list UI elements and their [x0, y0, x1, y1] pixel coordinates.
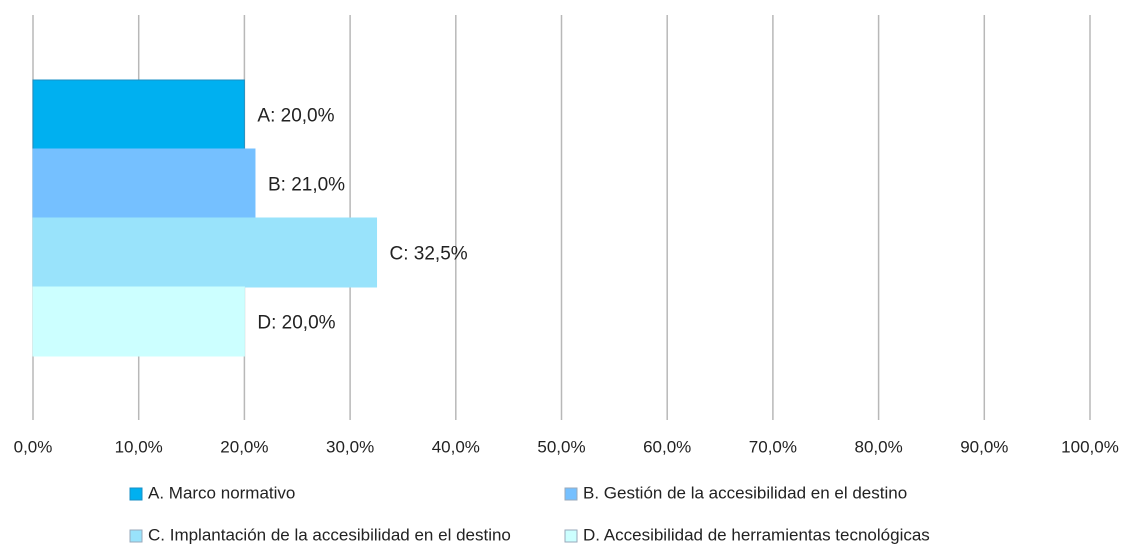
data-label: A: 20,0%: [257, 106, 334, 127]
x-tick-label: 80,0%: [854, 437, 902, 456]
legend-swatch: [564, 487, 578, 501]
legend-label: A. Marco normativo: [148, 483, 295, 502]
data-label: D: 20,0%: [257, 313, 335, 334]
data-label: C: 32,5%: [390, 244, 468, 265]
x-tick-label: 90,0%: [960, 437, 1008, 456]
x-tick-label: 30,0%: [326, 437, 374, 456]
x-tick-label: 60,0%: [643, 437, 691, 456]
x-tick-label: 40,0%: [432, 437, 480, 456]
bar: [32, 148, 256, 219]
x-tick-label: 100,0%: [1061, 437, 1119, 456]
x-tick-label: 10,0%: [115, 437, 163, 456]
x-tick-label: 0,0%: [14, 437, 53, 456]
x-tick-label: 50,0%: [537, 437, 585, 456]
bar: [32, 79, 245, 150]
x-tick-label: 70,0%: [749, 437, 797, 456]
legend-label: C. Implantación de la accesibilidad en e…: [148, 525, 511, 544]
bar: [32, 286, 245, 357]
legend-swatch: [129, 529, 143, 543]
legend-label: B. Gestión de la accesibilidad en el des…: [583, 483, 907, 502]
bar: [32, 217, 378, 288]
data-label: B: 21,0%: [268, 175, 345, 196]
legend-swatch: [129, 487, 143, 501]
x-tick-label: 20,0%: [220, 437, 268, 456]
legend-label: D. Accesibilidad de herramientas tecnoló…: [583, 525, 930, 544]
legend-swatch: [564, 529, 578, 543]
